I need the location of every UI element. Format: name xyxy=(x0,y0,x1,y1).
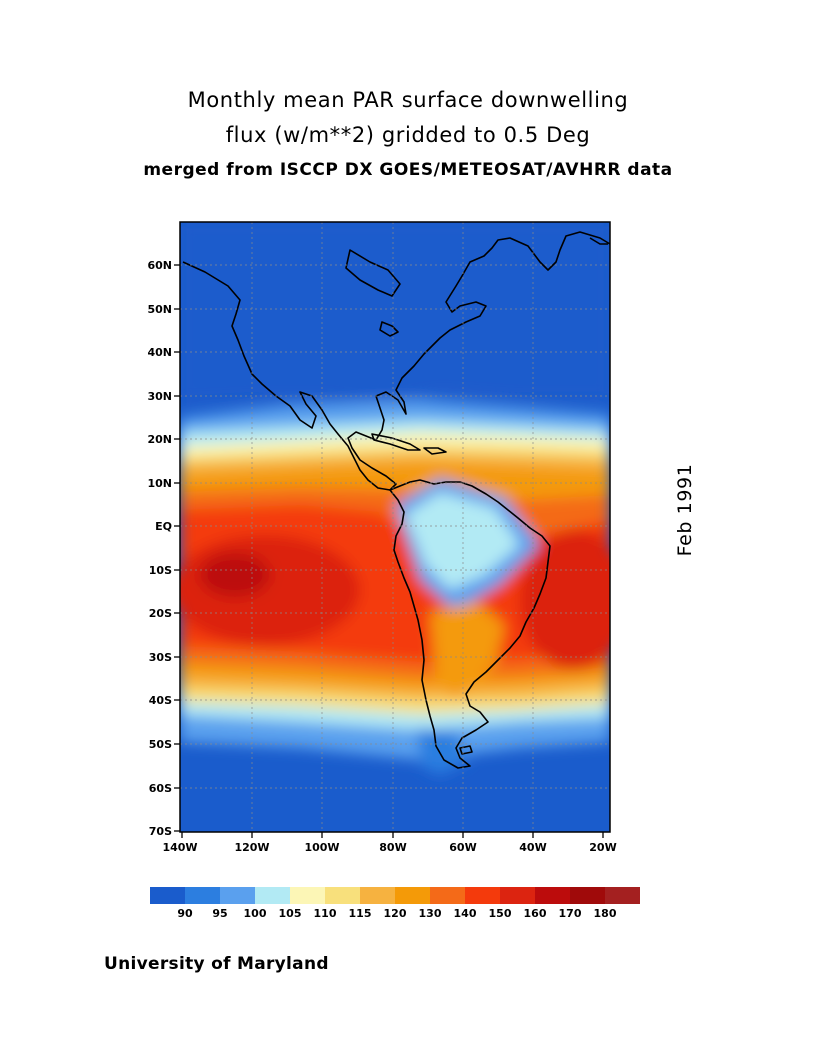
legend-swatch xyxy=(500,887,535,904)
coastline-falklands xyxy=(459,745,473,755)
lat-label-eq: EQ xyxy=(155,520,172,533)
legend-label: 115 xyxy=(349,907,372,920)
legend-label: 140 xyxy=(454,907,477,920)
coastline-north-america xyxy=(182,231,610,491)
legend-swatch xyxy=(150,887,185,904)
legend-swatch xyxy=(255,887,290,904)
lat-label-40s: 40S xyxy=(149,694,172,707)
lon-label-60w: 60W xyxy=(449,841,476,854)
lon-label-20w: 20W xyxy=(589,841,616,854)
lat-label-60n: 60N xyxy=(147,259,172,272)
legend-label: 160 xyxy=(524,907,547,920)
longitude-axis: 140W 120W 100W 80W 60W 40W 20W xyxy=(162,832,617,854)
color-legend: 90 95 100 105 110 115 120 130 140 150 160 170 180 xyxy=(150,887,640,920)
lat-label-50s: 50S xyxy=(149,738,172,751)
land-southern-cone-orange xyxy=(430,602,505,700)
legend-swatch xyxy=(360,887,395,904)
land-amazon-cyan xyxy=(405,492,520,590)
lat-label-50n: 50N xyxy=(147,303,172,316)
legend-swatch xyxy=(465,887,500,904)
lon-label-40w: 40W xyxy=(519,841,546,854)
legend-label: 180 xyxy=(594,907,617,920)
legend-swatch xyxy=(220,887,255,904)
legend-label: 120 xyxy=(384,907,407,920)
legend-label: 130 xyxy=(419,907,442,920)
lon-label-80w: 80W xyxy=(379,841,406,854)
lat-label-20s: 20S xyxy=(149,607,172,620)
lon-label-120w: 120W xyxy=(234,841,269,854)
map-frame xyxy=(179,221,611,833)
lat-label-60s: 60S xyxy=(149,782,172,795)
legend-swatch xyxy=(605,887,640,904)
lat-label-40n: 40N xyxy=(147,346,172,359)
lat-label-20n: 20N xyxy=(147,433,172,446)
lon-label-140w: 140W xyxy=(162,841,197,854)
graticule xyxy=(180,222,610,832)
date-label: Feb 1991 xyxy=(674,463,696,557)
lat-label-70s: 70S xyxy=(149,825,172,838)
peak-core-pacific xyxy=(200,553,270,597)
legend-label: 90 xyxy=(177,907,193,920)
color-legend-labels: 90 95 100 105 110 115 120 130 140 150 160 170 180 xyxy=(177,907,616,920)
map-subtitle: merged from ISCCP DX GOES/METEOSAT/AVHRR… xyxy=(143,160,673,180)
peak-south-atlantic xyxy=(520,530,610,670)
flux-field xyxy=(180,222,610,832)
coastline-greenland xyxy=(589,237,608,245)
lon-label-100w: 100W xyxy=(304,841,339,854)
legend-swatch xyxy=(395,887,430,904)
footer-credit: University of Maryland xyxy=(104,954,329,974)
coastline-hispaniola xyxy=(423,447,447,455)
legend-swatch xyxy=(290,887,325,904)
lat-label-10n: 10N xyxy=(147,477,172,490)
legend-swatch xyxy=(430,887,465,904)
color-legend-swatches xyxy=(150,887,640,904)
legend-label: 95 xyxy=(212,907,227,920)
legend-label: 105 xyxy=(279,907,302,920)
lat-label-30s: 30S xyxy=(149,651,172,664)
land-north-america-blue xyxy=(180,222,610,402)
map-title-line-2: flux (w/m**2) gridded to 0.5 Deg xyxy=(225,123,591,147)
legend-swatch xyxy=(325,887,360,904)
coastline-great-lakes xyxy=(379,321,399,337)
legend-swatch xyxy=(185,887,220,904)
lat-label-10s: 10S xyxy=(149,564,172,577)
land-patagonia-blue xyxy=(418,728,470,775)
legend-label: 110 xyxy=(314,907,337,920)
legend-label: 170 xyxy=(559,907,582,920)
legend-swatch xyxy=(570,887,605,904)
legend-label: 100 xyxy=(244,907,267,920)
map-title-line-1: Monthly mean PAR surface downwelling xyxy=(187,88,629,112)
legend-label: 150 xyxy=(489,907,512,920)
lat-label-30n: 30N xyxy=(147,390,172,403)
legend-swatch xyxy=(535,887,570,904)
latitude-axis: 60N 50N 40N 30N 20N 10N EQ 10S 20S 30S 4… xyxy=(147,259,180,838)
coastline-south-america xyxy=(389,479,551,769)
peak-east-pacific xyxy=(180,535,360,645)
